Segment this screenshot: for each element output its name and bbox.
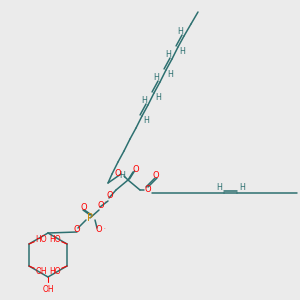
Text: O: O — [74, 226, 80, 235]
Text: OH: OH — [35, 266, 47, 275]
Text: P: P — [87, 213, 93, 223]
Text: H: H — [179, 47, 185, 56]
Text: H: H — [239, 182, 245, 191]
Text: H: H — [119, 172, 125, 181]
Text: ·: · — [104, 200, 106, 205]
Text: H: H — [216, 182, 222, 191]
Text: O: O — [98, 200, 104, 209]
Text: ·: · — [103, 226, 105, 232]
Text: O: O — [96, 226, 102, 235]
Text: H: H — [167, 70, 173, 79]
Text: O: O — [115, 169, 121, 178]
Text: H: H — [155, 93, 161, 102]
Text: HO: HO — [49, 235, 61, 244]
Text: HO: HO — [35, 235, 47, 244]
Text: O: O — [81, 202, 87, 211]
Text: HO: HO — [49, 266, 61, 275]
Text: H: H — [141, 96, 147, 105]
Text: O: O — [133, 166, 139, 175]
Text: O: O — [145, 185, 151, 194]
Text: O: O — [153, 170, 159, 179]
Text: OH: OH — [42, 284, 54, 293]
Text: H: H — [177, 27, 183, 36]
Text: H: H — [143, 116, 149, 125]
Text: O: O — [107, 191, 113, 200]
Text: H: H — [165, 50, 171, 59]
Text: H: H — [153, 73, 159, 82]
